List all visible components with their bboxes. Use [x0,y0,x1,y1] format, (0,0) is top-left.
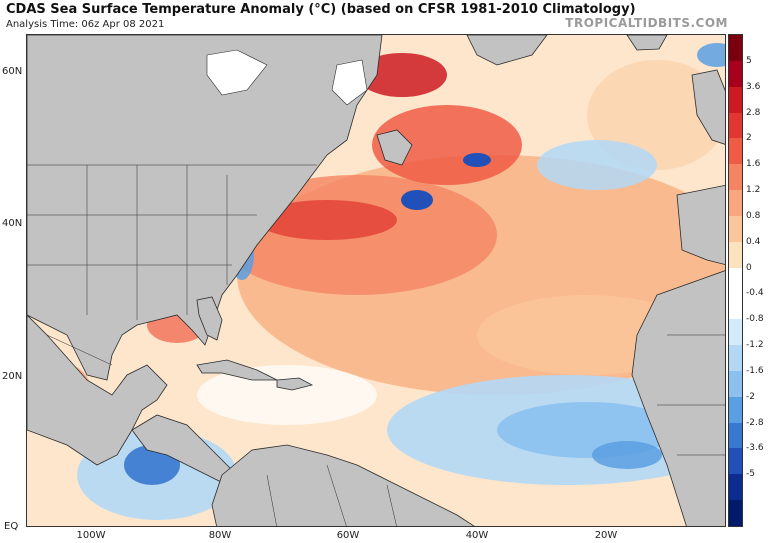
neutral-caribbean [197,365,377,425]
cool-anomaly-center [592,441,662,469]
colorbar-tick-label: -1.6 [746,365,764,376]
lat-label-60n: 60N [2,66,23,77]
colorbar-tick-label: -0.4 [746,288,764,299]
colorbar-segment [729,215,742,243]
colorbar-tick-label: -2.8 [746,417,764,428]
africa [631,270,725,526]
colorbar-segment [729,474,742,501]
lon-label-60w: 60W [336,530,360,541]
colorbar-tick-label: 0.4 [746,236,761,247]
hudson-bay-ice [206,49,268,96]
colorbar-segment [729,448,742,475]
colorbar-segment [729,138,742,165]
lon-label-40w: 40W [465,530,489,541]
colorbar-tick-label: 1.2 [746,185,761,196]
colorbar-segment [729,422,742,449]
colorbar-segment [729,60,742,88]
lat-label-20n: 20N [2,371,23,382]
colorbar-segment [729,396,742,424]
colorbar-tick-label: -2 [746,391,755,402]
lon-label-80w: 80W [208,530,232,541]
cool-anomaly-norway [697,43,725,67]
us-mexico-border [46,334,113,366]
colorbar-tick-label: 2.8 [746,107,761,118]
colorbar-tick-label: 0 [746,262,752,273]
state-borders [27,165,257,320]
colorbar-segment [729,241,742,269]
colorbar-segment [729,319,742,346]
colorbar-tick-label: -3.6 [746,443,764,454]
map-canvas [27,35,725,526]
florida [196,296,223,341]
south-america [211,444,475,526]
south-america-borders [266,464,397,526]
political-borders [27,164,725,526]
newfoundland [376,129,413,166]
british-isles [691,69,725,145]
gulf-ice [331,59,368,106]
hispaniola [276,377,314,391]
colorbar-segment [729,267,742,294]
colorbar-tick-label: 0.8 [746,210,761,221]
warm-anomaly-labrador [357,53,447,97]
land-masses [27,35,725,526]
cool-anomaly-eddy [401,190,433,210]
colorbar-segment [729,35,742,62]
colorbar-segment [729,500,742,527]
greenland [466,35,548,66]
lon-label-20w: 20W [594,530,618,541]
sst-anomaly-map [26,34,726,527]
lon-label-100w: 100W [76,530,106,541]
cool-anomaly-north [537,140,657,190]
iberia [676,184,725,265]
colorbar-segment [729,164,742,191]
colorbar-tick-label: 1.6 [746,159,761,170]
warm-anomaly-hotspot [257,200,397,240]
analysis-time: Analysis Time: 06z Apr 08 2021 [6,19,165,30]
colorbar-segment [729,190,742,217]
cool-anomaly-eddy-2 [463,153,491,167]
mexico-central-america [27,314,168,466]
colorbar-tick-label: -1.2 [746,340,764,351]
colorbar-segment [729,345,742,372]
colorbar-tick-label: 2 [746,133,752,144]
colorbar-segment [729,112,742,139]
brand-watermark: TROPICALTIDBITS.COM [565,16,728,30]
map-title: CDAS Sea Surface Temperature Anomaly (°C… [6,2,636,17]
colorbar [728,34,743,527]
colorbar-segment [729,86,742,113]
colorbar-segment [729,370,742,398]
lat-label-40n: 40N [2,218,23,229]
africa-borders [657,334,725,456]
colorbar-tick-label: 3.6 [746,81,761,92]
colorbar-tick-label: -0.8 [746,314,764,325]
lat-label-eq: EQ [4,521,19,532]
colorbar-tick-label: 5 [746,55,752,66]
colorbar-tick-label: -5 [746,469,755,480]
iceland [626,35,668,51]
cuba [196,359,278,381]
colorbar-segment [729,293,742,320]
